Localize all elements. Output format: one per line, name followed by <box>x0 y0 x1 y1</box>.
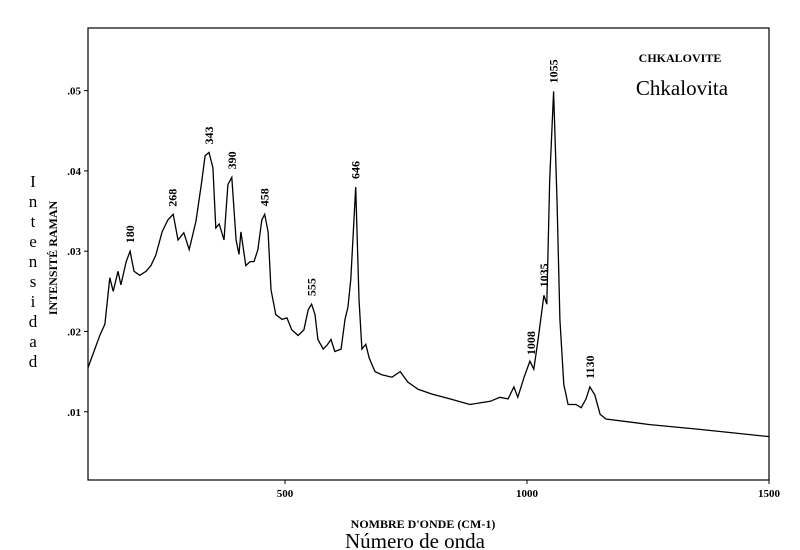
y-tick-label: .02 <box>67 326 81 338</box>
peak-label: 555 <box>305 278 319 296</box>
x-axis-label-secondary: Número de onda <box>345 529 486 550</box>
x-axis-label: NOMBRE D'ONDE (CM-1) <box>351 517 496 531</box>
peak-label: 268 <box>166 189 180 207</box>
plot-frame <box>87 27 770 481</box>
peak-label: 1130 <box>583 356 597 379</box>
peak-label: 1055 <box>547 59 561 83</box>
peak-label: 1008 <box>524 331 538 355</box>
peak-label: 1035 <box>537 263 551 287</box>
x-tick-label: 500 <box>277 488 294 500</box>
y-tick-label: .05 <box>67 86 81 98</box>
y-tick-label: .03 <box>67 246 81 258</box>
peak-label: 390 <box>225 151 239 169</box>
peak-label: 343 <box>202 126 216 144</box>
y-tick-label: .01 <box>67 407 81 419</box>
x-tick-label: 1500 <box>758 488 781 500</box>
chart-subtitle: Chkalovita <box>636 76 729 100</box>
y-axis-label: INTENSITÉ RAMAN <box>46 200 60 315</box>
peak-label: 180 <box>123 225 137 243</box>
chart-title: CHKALOVITE <box>639 51 722 65</box>
y-axis-label-secondary: Intensidad <box>24 172 43 372</box>
x-tick-label: 1000 <box>516 488 539 500</box>
spectrum-line <box>87 91 770 438</box>
y-tick-label: .04 <box>67 166 81 178</box>
peak-label: 458 <box>258 188 272 206</box>
peak-label: 646 <box>349 161 363 179</box>
